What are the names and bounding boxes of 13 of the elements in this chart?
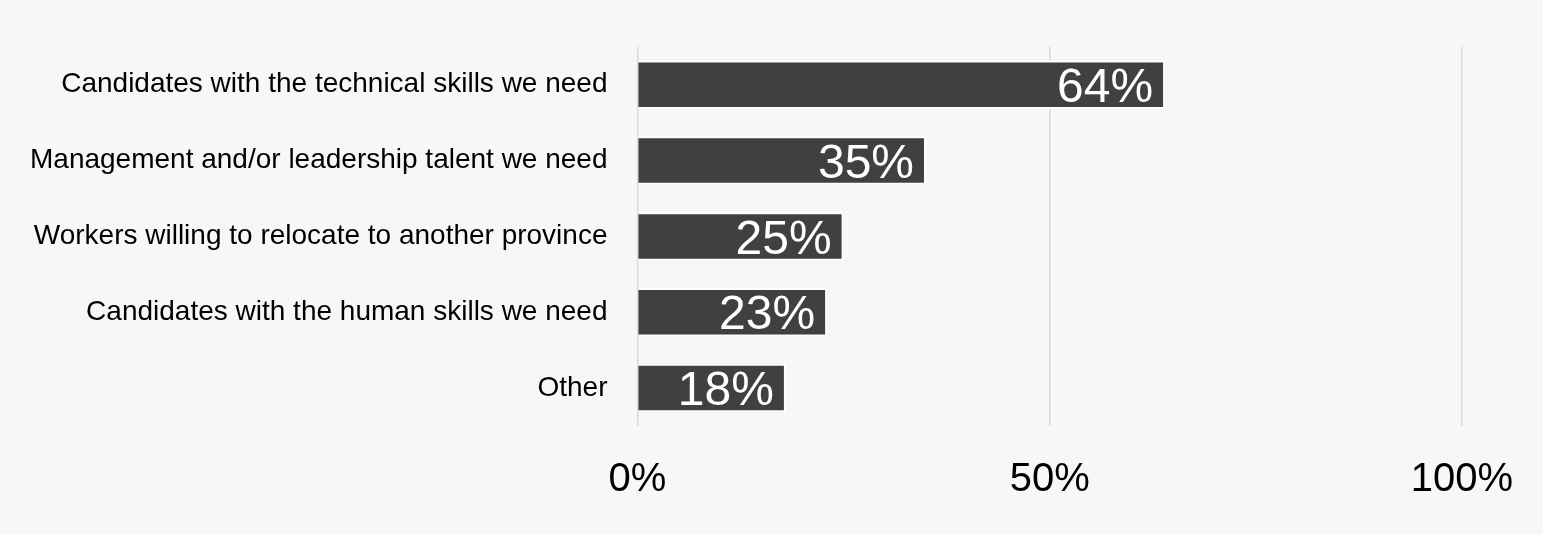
data-label: 18% xyxy=(677,362,774,416)
y-tick-label: Management and/or leadership talent we need xyxy=(30,143,608,175)
y-tick-label: Workers willing to relocate to another province xyxy=(33,219,608,251)
y-tick-label: Candidates with the human skills we need xyxy=(86,294,608,326)
data-label: 35% xyxy=(817,134,915,188)
x-tick-label: 0% xyxy=(608,455,667,500)
x-tick-label: 50% xyxy=(1009,455,1090,500)
data-label: 23% xyxy=(719,286,816,340)
y-tick-label: Other xyxy=(537,370,608,402)
x-tick-label: 100% xyxy=(1410,455,1513,500)
data-label: 64% xyxy=(1057,58,1154,112)
y-tick-label: Candidates with the technical skills we need xyxy=(61,67,608,99)
data-label: 25% xyxy=(735,210,832,264)
